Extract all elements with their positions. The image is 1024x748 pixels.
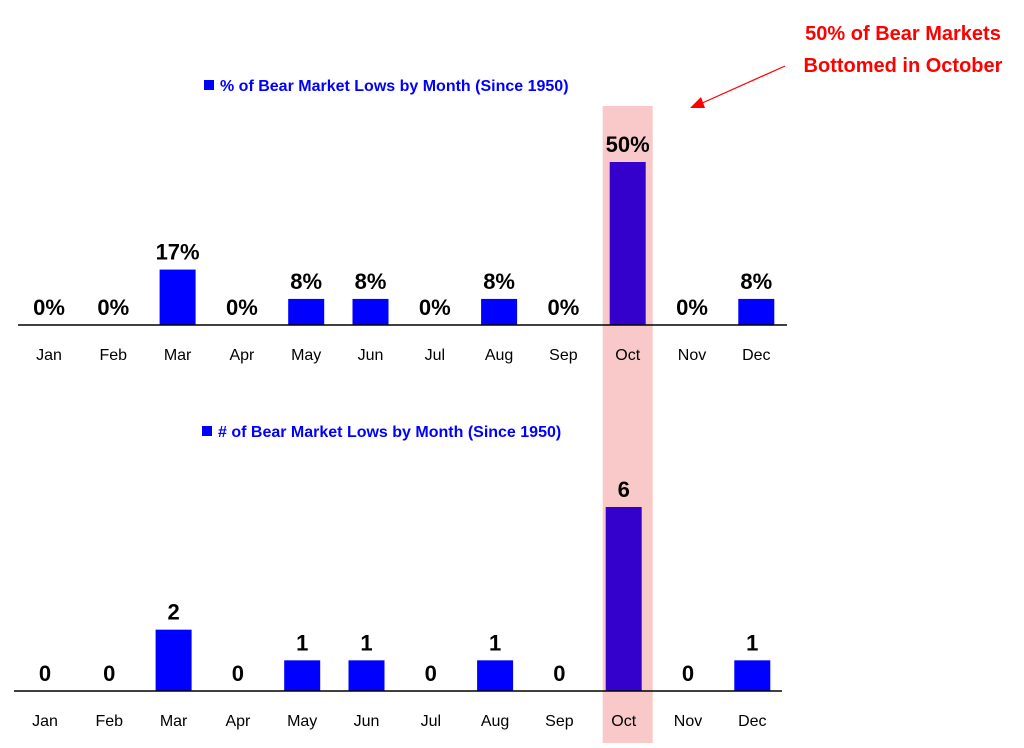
count-tick-label-sep: Sep <box>545 713 574 730</box>
count-data-label-nov: 0 <box>682 661 694 686</box>
count-bar-jun <box>348 660 385 691</box>
count-data-label-jan: 0 <box>39 661 51 686</box>
count-data-label-mar: 2 <box>167 600 179 625</box>
percent-tick-label-mar: Mar <box>164 347 192 364</box>
count-chart: # of Bear Market Lows by Month (Since 19… <box>14 424 782 730</box>
percent-data-label-jan: 0% <box>33 295 65 320</box>
percent-data-label-dec: 8% <box>740 269 772 294</box>
annotation-line-2: Bottomed in October <box>804 55 1003 77</box>
percent-data-label-feb: 0% <box>97 295 129 320</box>
count-tick-label-jul: Jul <box>421 713 441 730</box>
count-data-label-dec: 1 <box>746 630 758 655</box>
annotation-arrow-head <box>690 97 705 108</box>
count-tick-label-aug: Aug <box>481 713 509 730</box>
count-tick-label-dec: Dec <box>738 713 766 730</box>
percent-data-label-mar: 17% <box>156 240 200 265</box>
percent-tick-label-jun: Jun <box>358 347 384 364</box>
count-legend-label: # of Bear Market Lows by Month (Since 19… <box>218 424 561 441</box>
percent-tick-label-dec: Dec <box>742 347 770 364</box>
count-tick-label-oct: Oct <box>611 713 636 730</box>
count-data-label-jun: 1 <box>360 630 372 655</box>
percent-tick-label-nov: Nov <box>678 347 706 364</box>
percent-tick-label-jul: Jul <box>425 347 445 364</box>
percent-tick-label-jan: Jan <box>36 347 62 364</box>
percent-legend-label: % of Bear Market Lows by Month (Since 19… <box>220 78 569 95</box>
count-tick-label-jan: Jan <box>32 713 58 730</box>
percent-tick-label-oct: Oct <box>615 347 640 364</box>
count-data-label-may: 1 <box>296 630 308 655</box>
count-bar-aug <box>477 660 514 691</box>
percent-bar-dec <box>738 298 775 325</box>
count-data-label-apr: 0 <box>232 661 244 686</box>
percent-bar-may <box>288 298 325 325</box>
count-bar-dec <box>734 660 771 691</box>
count-tick-label-mar: Mar <box>160 713 188 730</box>
count-tick-label-nov: Nov <box>674 713 702 730</box>
percent-tick-label-may: May <box>291 347 321 364</box>
count-bar-mar <box>155 629 192 691</box>
percent-data-label-apr: 0% <box>226 295 258 320</box>
percent-tick-label-feb: Feb <box>100 347 128 364</box>
percent-legend-swatch <box>204 80 214 90</box>
percent-data-label-jul: 0% <box>419 295 451 320</box>
percent-data-label-jun: 8% <box>355 269 387 294</box>
percent-data-label-sep: 0% <box>548 295 580 320</box>
percent-bar-oct <box>609 162 646 325</box>
percent-tick-label-aug: Aug <box>485 347 513 364</box>
count-tick-label-apr: Apr <box>225 713 251 730</box>
percent-data-label-may: 8% <box>290 269 322 294</box>
count-tick-label-jun: Jun <box>354 713 380 730</box>
count-bar-may <box>284 660 321 691</box>
percent-bar-mar <box>159 269 196 325</box>
percent-data-label-oct: 50% <box>606 132 650 157</box>
percent-tick-label-apr: Apr <box>229 347 255 364</box>
count-data-label-aug: 1 <box>489 630 501 655</box>
count-data-label-feb: 0 <box>103 661 115 686</box>
annotation-arrow-line <box>699 65 786 105</box>
count-data-label-sep: 0 <box>553 661 565 686</box>
count-data-label-jul: 0 <box>425 661 437 686</box>
percent-bar-aug <box>481 298 518 325</box>
count-tick-label-may: May <box>287 713 317 730</box>
october-annotation: 50% of Bear Markets Bottomed in October <box>690 23 1003 108</box>
count-tick-label-feb: Feb <box>96 713 124 730</box>
annotation-line-1: 50% of Bear Markets <box>805 23 1001 45</box>
count-legend-swatch <box>202 426 212 436</box>
count-data-label-oct: 6 <box>618 477 630 502</box>
percent-bar-jun <box>352 298 389 325</box>
percent-data-label-nov: 0% <box>676 295 708 320</box>
percent-data-label-aug: 8% <box>483 269 515 294</box>
percent-chart: % of Bear Market Lows by Month (Since 19… <box>18 78 787 364</box>
count-bar-oct <box>605 507 642 691</box>
percent-tick-label-sep: Sep <box>549 347 578 364</box>
